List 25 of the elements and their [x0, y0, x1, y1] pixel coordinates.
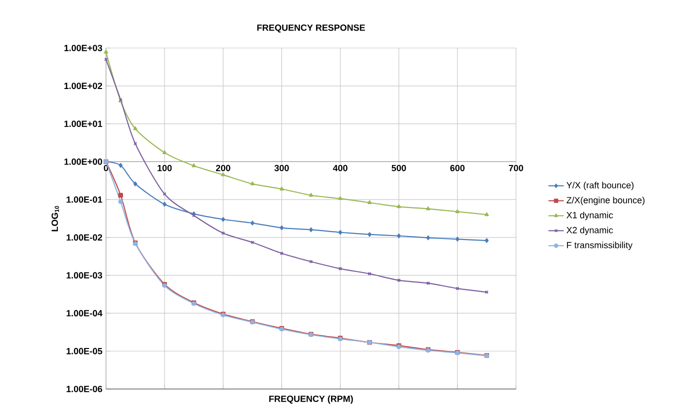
x-tick-label: 700: [508, 164, 524, 172]
legend-label: F transmissibility: [567, 242, 633, 250]
legend-label: Z/X(engine bounce): [566, 196, 644, 206]
x-tick-label: 200: [216, 164, 230, 172]
y-tick-label: 1.00E-03: [66, 272, 102, 279]
legend-label: X1 dynamic: [566, 212, 613, 220]
y-tick-label: 1.00E+02: [64, 82, 102, 90]
x-tick-label: 400: [332, 164, 348, 172]
x-tick-label: 500: [392, 164, 406, 172]
y-tick-label: 1.00E+00: [64, 158, 102, 165]
y-tick-label: 1.00E-02: [66, 234, 102, 241]
x-tick-label: 100: [158, 164, 172, 172]
x-tick-label: 300: [274, 164, 289, 172]
y-tick-label: 1.00E-05: [66, 348, 102, 354]
y-tick-label: 1.00E-04: [66, 310, 102, 316]
y-tick-label: 1.00E+03: [64, 44, 102, 52]
y-tick-label: 1.00E-01: [66, 196, 102, 203]
y-tick-label: 1.00E-06: [66, 386, 102, 392]
legend-label: Y/X (raft bounce): [566, 182, 634, 190]
x-axis-title: FREQUENCY (RPM): [269, 395, 353, 404]
legend-label: X2 dynamic: [566, 226, 613, 236]
y-axis-title: LOG$_{10}$: [52, 206, 59, 232]
x-tick-label: 600: [450, 164, 465, 172]
y-tick-label: 1.00E+01: [64, 120, 102, 127]
chart-title: FREQUENCY RESPONSE: [257, 24, 365, 33]
